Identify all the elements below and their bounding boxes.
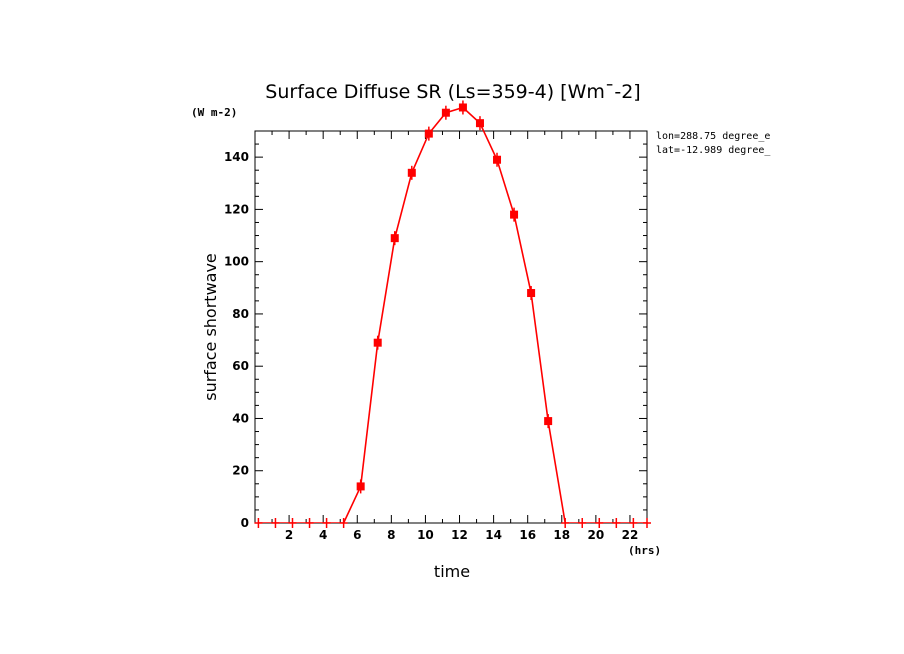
data-point [322,518,331,528]
data-point [510,207,519,222]
chart-title: Surface Diffuse SR (Ls=359-4) [Wm¯-2] [265,81,640,103]
y-units-label: (W m-2) [191,106,237,119]
x-tick-label: 18 [553,528,570,542]
x-tick-label: 4 [319,528,327,542]
x-tick-label: 10 [417,528,434,542]
y-tick-label: 20 [232,464,249,478]
y-tick-label: 140 [224,150,249,164]
data-point [458,100,467,115]
x-tick-label: 14 [485,528,502,542]
data-point [475,116,484,131]
annotation-lon: lon=288.75 degree_e [656,131,770,142]
annotation-lat: lat=-12.989 degree_ [656,145,771,156]
x-tick-label: 12 [451,528,468,542]
y-tick-label: 100 [224,255,249,269]
plot-frame [254,130,648,524]
x-units-label: (hrs) [628,544,661,557]
data-point [561,518,570,528]
series-line [258,106,647,523]
data-point [407,165,416,180]
data-point [578,518,587,528]
data-point [643,518,651,528]
data-point [527,286,536,301]
y-tick-label: 0 [241,516,249,530]
data-point [356,479,365,494]
x-tick-label: 6 [353,528,361,542]
x-tick-label: 16 [519,528,536,542]
data-point [612,518,621,528]
data-point [595,518,604,528]
data-point [339,518,348,528]
data-point [288,518,297,528]
data-point [544,414,553,429]
x-tick-label: 20 [588,528,605,542]
data-point [254,518,263,528]
y-tick-label: 60 [232,359,249,373]
data-point [305,518,314,528]
data-point [390,231,399,246]
y-tick-label: 40 [232,411,249,425]
data-point [424,126,433,141]
y-axis-label: surface shortwave [201,253,220,401]
x-tick-label: 2 [285,528,293,542]
y-tick-label: 80 [232,307,249,321]
data-point [493,152,502,167]
data-point [629,518,638,528]
data-point [271,518,280,528]
data-point [441,105,450,120]
x-tick-label: 8 [387,528,395,542]
data-point [373,335,382,350]
x-tick-label: 22 [622,528,639,542]
x-axis-label: time [434,562,470,581]
y-tick-label: 120 [224,202,249,216]
